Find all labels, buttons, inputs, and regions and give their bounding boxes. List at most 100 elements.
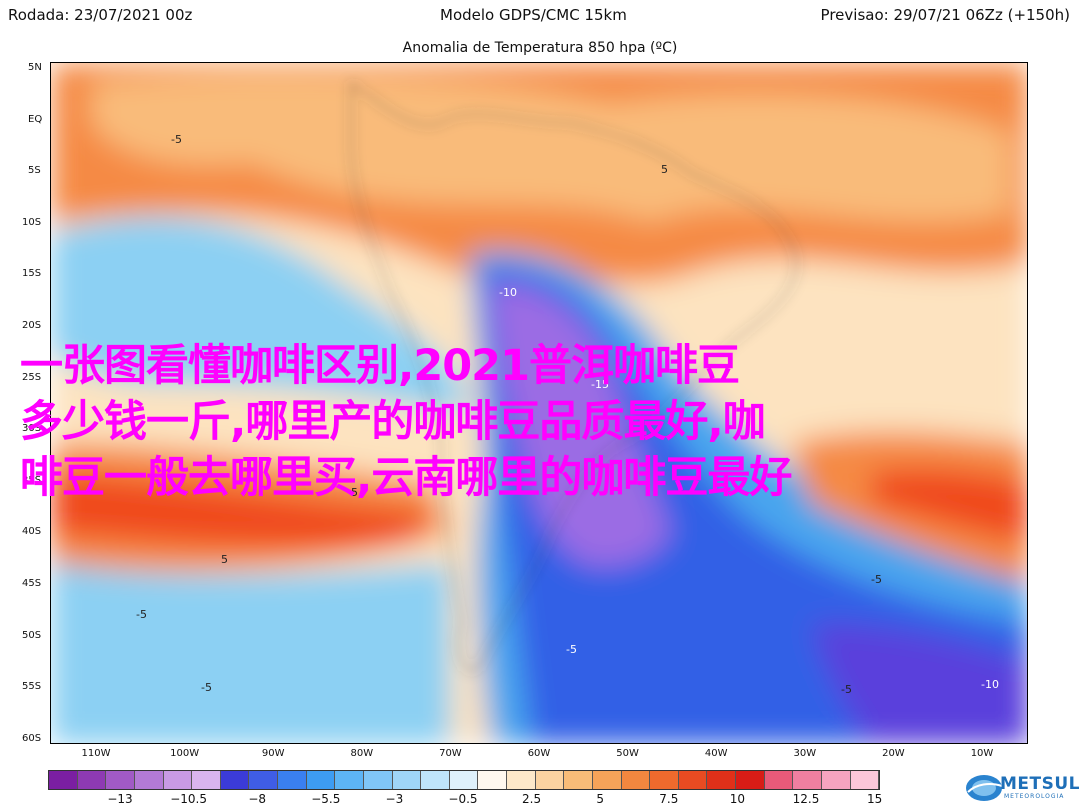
colorbar-label: −10.5: [170, 792, 207, 806]
colorbar-label: 12.5: [792, 792, 820, 806]
colorbar-swatch: [134, 771, 164, 789]
longitude-label: 30W: [793, 748, 817, 759]
map-title: Anomalia de Temperatura 850 hpa (ºC): [402, 40, 678, 56]
colorbar-label: 10: [729, 792, 746, 806]
longitude-label: 70W: [439, 748, 462, 759]
colorbar-swatch: [77, 771, 107, 789]
colorbar-swatch: [49, 771, 78, 789]
longitude-label: 100W: [170, 748, 200, 759]
brand-name: METSUL: [1000, 774, 1080, 794]
contour-label: -10: [499, 286, 517, 299]
colorbar-swatch: [592, 771, 622, 789]
colorbar-swatch: [421, 771, 450, 789]
colorbar-swatch: [821, 771, 851, 789]
longitude-label: 10W: [970, 748, 994, 759]
latitude-label: 35S: [22, 474, 42, 486]
colorbar-swatch: [106, 771, 135, 789]
colorbar-swatch: [736, 771, 765, 789]
colorbar-swatch: [363, 771, 393, 789]
contour-label: -5: [171, 133, 182, 146]
latitude-label: 55S: [22, 681, 42, 693]
metsul-logo-icon: [966, 775, 1003, 801]
verywarm-west-region: [51, 473, 431, 548]
contour-label: 5: [661, 163, 668, 176]
forecast-date-label: Previsao: 29/07/21 06Zz (+150h): [820, 6, 1070, 24]
colorbar-swatch: [850, 771, 880, 789]
contour-label: -5: [201, 681, 212, 694]
cold-south-region: [51, 563, 451, 743]
colorbar-swatch: [335, 771, 364, 789]
promo-text-overlay: 一张图看懂咖啡区别,2021普洱咖啡豆 多少钱一斤,哪里产的咖啡豆品质最好,咖 …: [0, 338, 1080, 506]
colorbar-label: 5: [596, 792, 605, 806]
colorbar-label: 7.5: [659, 792, 679, 806]
verycold-cont-region: [491, 283, 671, 567]
contour-label: -5: [136, 608, 147, 621]
contour-label: 5: [351, 486, 358, 499]
latitude-label: 40S: [22, 526, 42, 538]
mildwarm-north-region: [91, 72, 1011, 223]
colder-cont-region: [481, 267, 1027, 743]
latitude-label: EQ: [28, 113, 43, 125]
colorbar-swatch: [278, 771, 307, 789]
latitude-label: 15S: [22, 268, 42, 280]
run-date-label: Rodada: 23/07/2021 00z: [8, 6, 193, 24]
latitude-label: 45S: [22, 578, 42, 589]
colorbar-label: −8: [248, 792, 267, 806]
colorbar-swatch: [478, 771, 507, 789]
latitude-label: 10S: [22, 216, 42, 228]
longitude-label: 20W: [882, 748, 905, 759]
latitude-label: 50S: [22, 629, 42, 641]
longitude-label: 110W: [81, 748, 111, 759]
colorbar: [48, 770, 880, 790]
colorbar-label: −5.5: [311, 792, 341, 806]
contour-label: -10: [981, 678, 999, 691]
colorbar-swatch: [192, 771, 221, 789]
colorbar-label: 15: [866, 792, 883, 806]
verywarm-east-region: [871, 468, 1027, 543]
colorbar-swatch: [564, 771, 593, 789]
colorbar-label: −0.5: [448, 792, 478, 806]
contour-label: -5: [871, 573, 882, 586]
contour-labels: -10 -15 -5 -5 -5 -5 -10 -10 5 5 5 -5 -5: [136, 133, 999, 696]
colorbar-swatch: [392, 771, 422, 789]
map-canvas: -10 -15 -5 -5 -5 -5 -10 -10 5 5 5 -5 -5: [51, 63, 1027, 743]
colorbar-swatch: [793, 771, 822, 789]
latitude-label: 5S: [28, 165, 41, 177]
colorbar-label: −13: [107, 792, 133, 806]
colorbar-swatch: [249, 771, 278, 789]
longitude-label: 60W: [527, 748, 551, 759]
colorbar-swatch: [621, 771, 651, 789]
contour-label: -15: [591, 378, 609, 391]
longitude-label: 80W: [350, 748, 374, 759]
coastline: [350, 82, 797, 672]
latitude-label: 30S: [22, 423, 42, 435]
colorbar-swatch: [650, 771, 679, 789]
colorbar-swatch: [678, 771, 708, 789]
cool-pacific-region: [51, 217, 471, 413]
contour-label: -5: [841, 683, 852, 696]
overlay-line: 啡豆一般去哪里买,云南哪里的咖啡豆最好: [20, 453, 792, 503]
verycold-se-region: [811, 623, 1027, 743]
latitude-label: 5N: [28, 62, 42, 73]
contour-label: -5: [566, 643, 577, 656]
land-outline: [350, 82, 797, 672]
colorbar-swatch: [507, 771, 536, 789]
colorbar-swatch: [535, 771, 565, 789]
colorbar-swatch: [449, 771, 479, 789]
model-label: Modelo GDPS/CMC 15km: [440, 6, 627, 24]
overlay-line: 多少钱一斤,哪里产的咖啡豆品质最好,咖: [20, 397, 766, 447]
longitude-label: 50W: [616, 748, 639, 759]
overlay-line: 一张图看懂咖啡区别,2021普洱咖啡豆: [20, 341, 740, 391]
contour-label: 5: [221, 553, 228, 566]
longitude-label: 40W: [704, 748, 728, 759]
colorbar-swatch: [163, 771, 193, 789]
colorbar-swatch: [306, 771, 336, 789]
temperature-field: [51, 63, 1027, 743]
latitude-label: 20S: [22, 320, 42, 331]
longitude-label: 90W: [261, 748, 285, 759]
colorbar-swatch: [220, 771, 250, 789]
anomaly-map: -10 -15 -5 -5 -5 -5 -10 -10 5 5 5 -5 -5: [50, 62, 1028, 744]
latitude-label: 25S: [22, 371, 42, 383]
colorbar-swatch: [707, 771, 736, 789]
latitude-label: 60S: [22, 732, 42, 744]
